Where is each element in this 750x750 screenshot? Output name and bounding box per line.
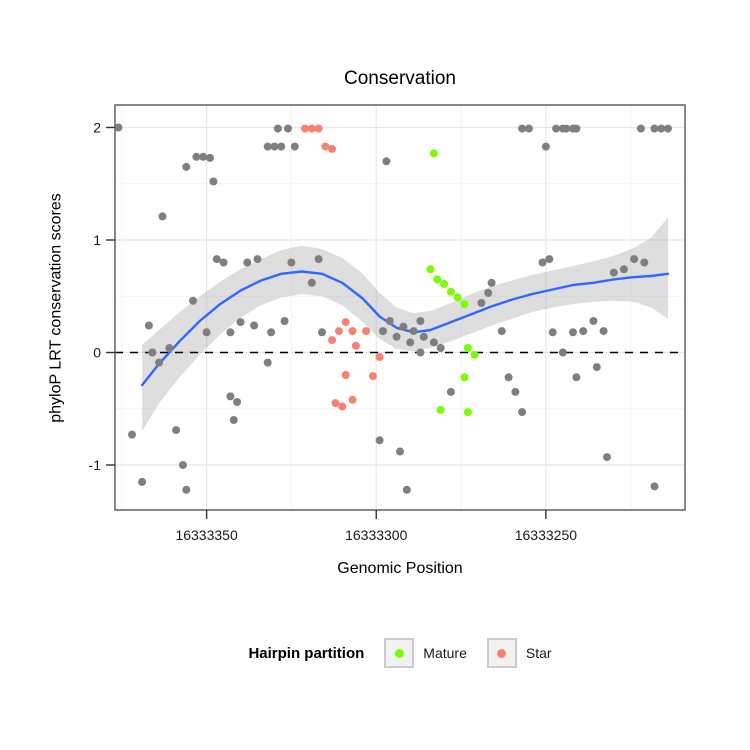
mature-point-icon <box>394 648 404 658</box>
legend-key-mature <box>384 638 415 668</box>
legend-entry-mature: Mature <box>384 638 467 668</box>
legend-key-star <box>486 638 517 668</box>
svg-text:16333300: 16333300 <box>345 527 408 543</box>
svg-text:16333250: 16333250 <box>515 527 578 543</box>
svg-text:1: 1 <box>93 232 101 248</box>
legend-label-star: Star <box>525 645 552 661</box>
x-axis-title: Genomic Position <box>337 560 463 577</box>
y-axis-title: phyloP LRT conservation scores <box>47 193 65 423</box>
svg-text:-1: -1 <box>89 457 102 473</box>
chart-title: Conservation <box>344 68 456 89</box>
legend-label-mature: Mature <box>423 645 467 661</box>
svg-text:2: 2 <box>93 120 101 136</box>
svg-text:0: 0 <box>93 345 101 361</box>
star-point-icon <box>497 648 507 658</box>
legend-entry-star: Star <box>486 638 552 668</box>
svg-text:16333350: 16333350 <box>175 527 238 543</box>
legend-title: Hairpin partition <box>248 644 365 662</box>
legend: Hairpin partition Mature Star <box>115 638 685 668</box>
